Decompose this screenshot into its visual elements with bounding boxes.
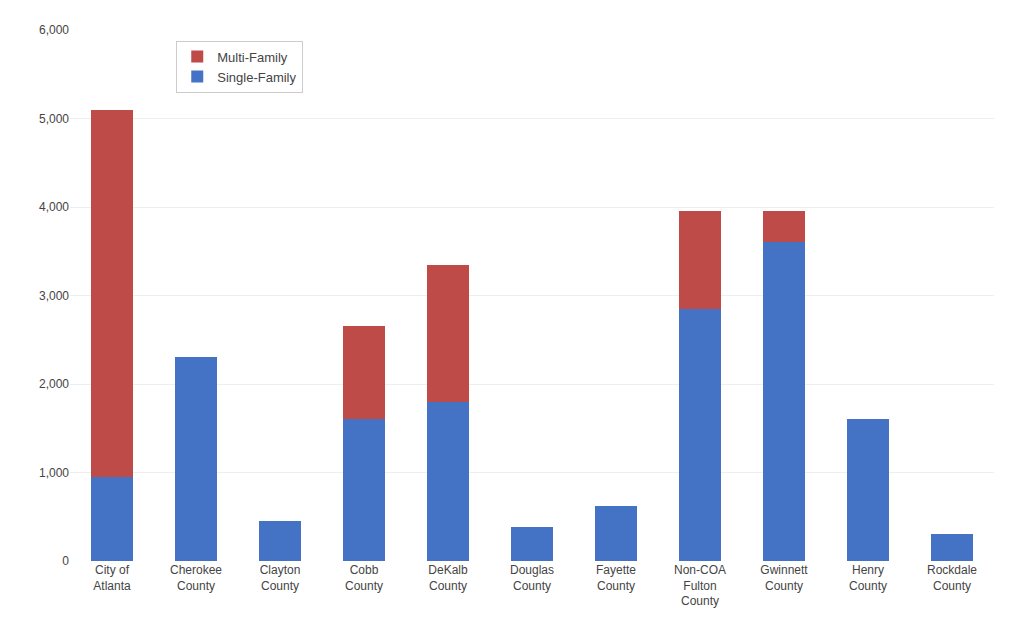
svg-text:HenryCounty: HenryCounty <box>849 563 887 593</box>
svg-text:5,000: 5,000 <box>39 112 69 126</box>
svg-text:GwinnettCounty: GwinnettCounty <box>760 563 808 593</box>
svg-text:FayetteCounty: FayetteCounty <box>596 563 636 593</box>
svg-text:3,000: 3,000 <box>39 289 69 303</box>
svg-text:4,000: 4,000 <box>39 200 69 214</box>
svg-text:City ofAtlanta: City ofAtlanta <box>93 563 131 593</box>
svg-text:Non-COAFultonCounty: Non-COAFultonCounty <box>674 563 726 608</box>
svg-text:6,000: 6,000 <box>39 23 69 37</box>
svg-text:DouglasCounty: DouglasCounty <box>510 563 554 593</box>
svg-text:Single-Family: Single-Family <box>217 70 296 85</box>
svg-text:1,000: 1,000 <box>39 466 69 480</box>
svg-text:2,000: 2,000 <box>39 377 69 391</box>
svg-text:Multi-Family: Multi-Family <box>217 50 288 65</box>
svg-text:DeKalbCounty: DeKalbCounty <box>428 563 468 593</box>
svg-text:CherokeeCounty: CherokeeCounty <box>170 563 222 593</box>
svg-text:0: 0 <box>62 554 69 568</box>
svg-text:CobbCounty: CobbCounty <box>345 563 383 593</box>
svg-text:RockdaleCounty: RockdaleCounty <box>927 563 977 593</box>
svg-text:ClaytonCounty: ClaytonCounty <box>260 563 301 593</box>
